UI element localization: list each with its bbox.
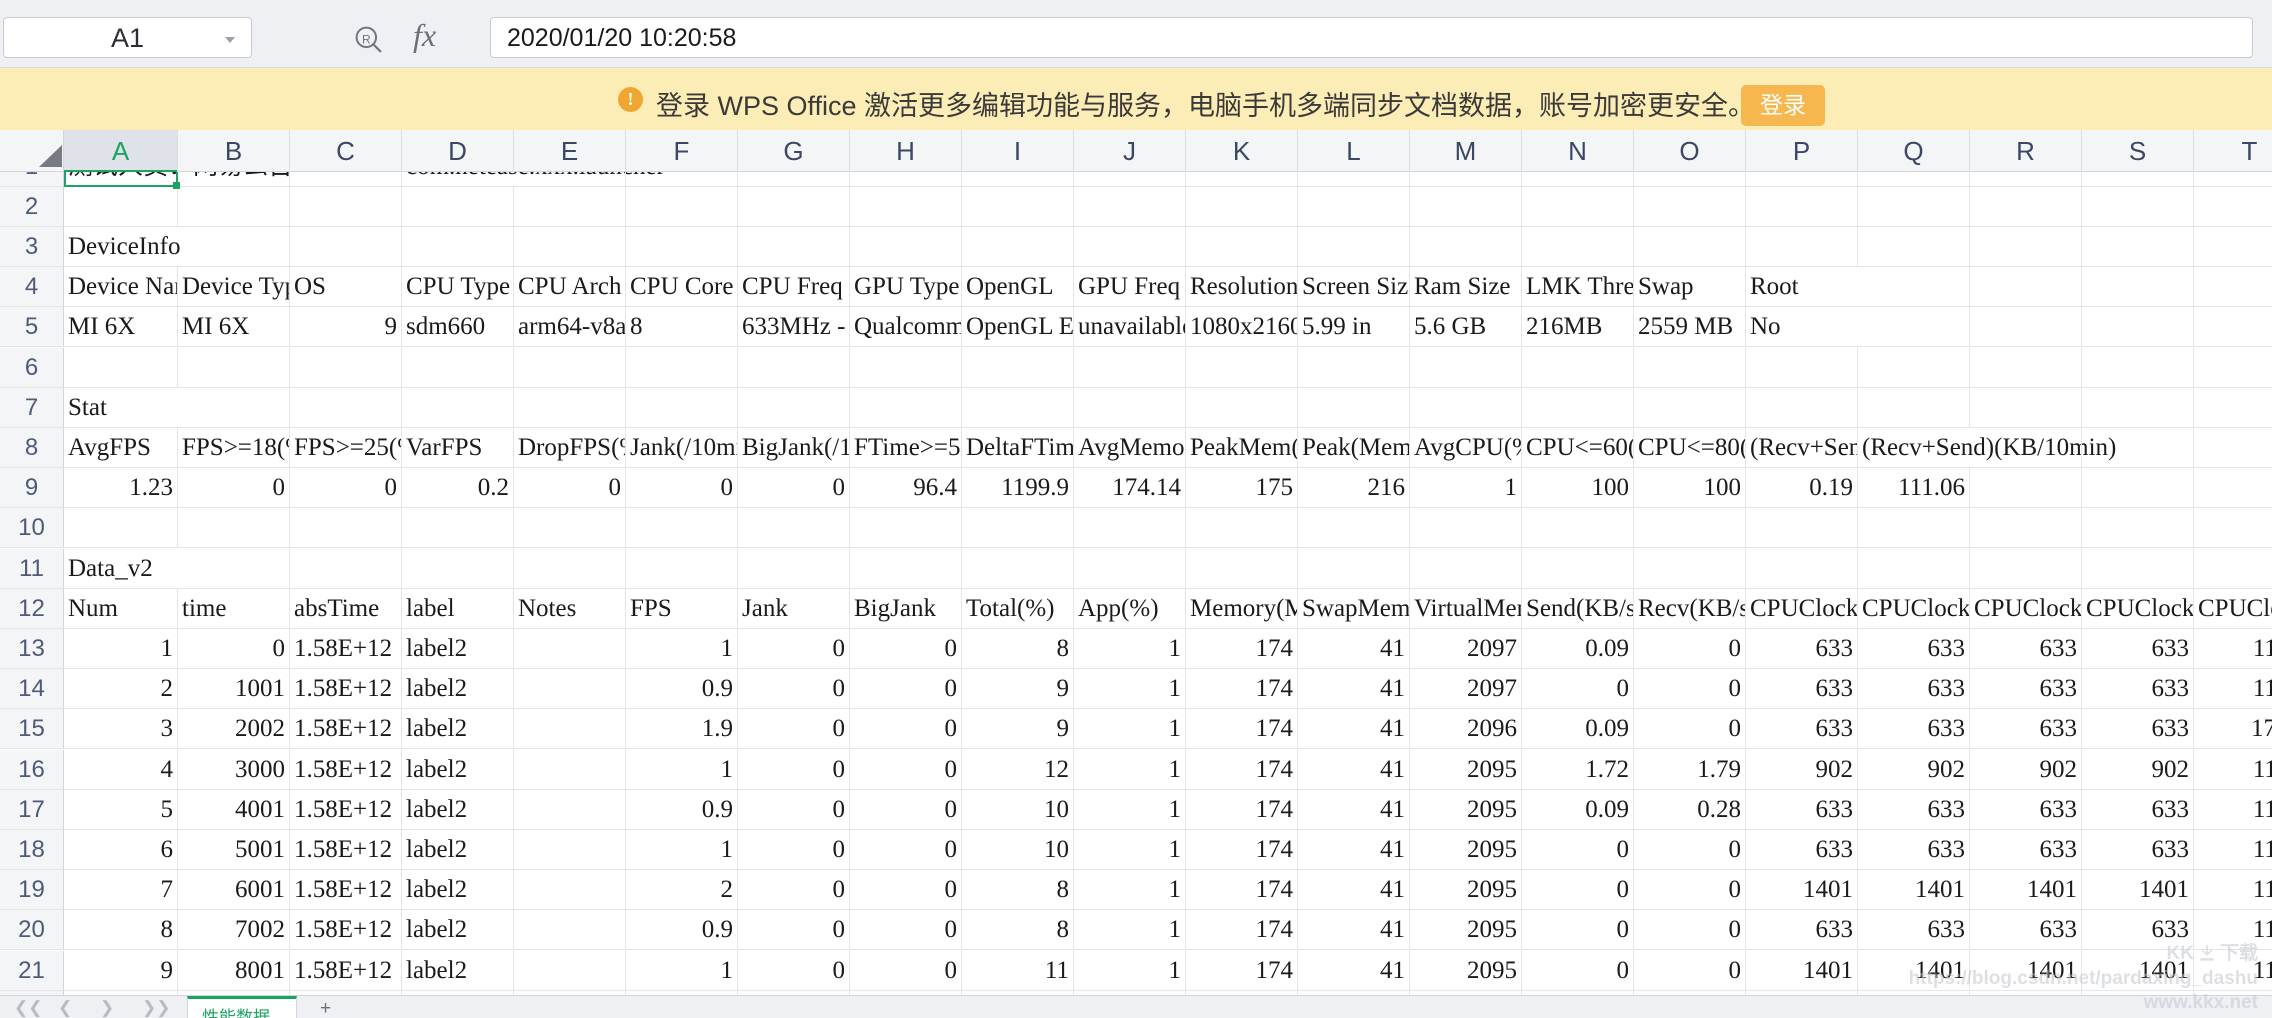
svg-text:R: R	[362, 32, 371, 46]
